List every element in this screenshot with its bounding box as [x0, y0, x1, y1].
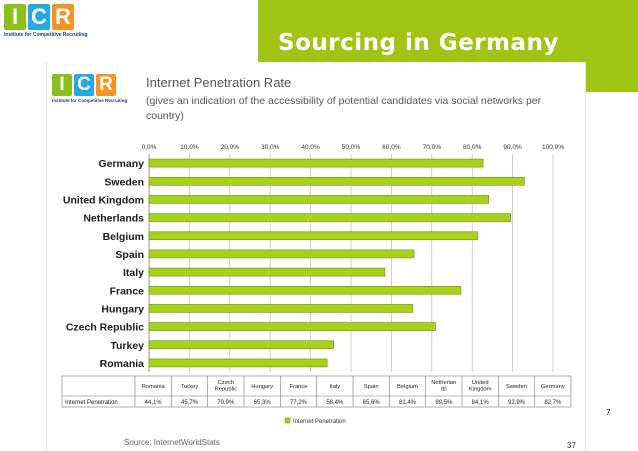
- bar: [148, 249, 415, 259]
- category-label: Romania: [100, 358, 145, 370]
- category-label: Netherlands: [83, 213, 144, 225]
- bar: [148, 322, 436, 331]
- table-cell: 82,7%: [544, 400, 562, 406]
- logo-letter-i: I: [52, 74, 72, 96]
- x-tick-label: 30,0%: [261, 144, 280, 151]
- table-column-header: Romania: [142, 384, 166, 390]
- x-tick-label: 90,0%: [503, 144, 522, 151]
- chart-title: Internet Penetration Rate: [146, 75, 292, 90]
- table-cell: 84,1%: [472, 400, 490, 406]
- bar: [148, 358, 328, 368]
- table-column-header: Spain: [364, 384, 379, 390]
- table-column-header: Belgium: [397, 384, 418, 390]
- category-label: Hungary: [101, 303, 144, 315]
- table-cell: 45,7%: [181, 400, 199, 406]
- table-cell: 65,3%: [254, 400, 272, 406]
- legend-swatch: [284, 417, 291, 424]
- table-cell: 44,1%: [145, 400, 163, 406]
- table-row-label: Internet Penetration: [65, 400, 118, 406]
- bar: [148, 304, 414, 313]
- category-label: Germany: [98, 158, 144, 170]
- category-label: Sweden: [104, 176, 144, 188]
- page-number: 37: [567, 441, 576, 450]
- x-tick-label: 20,0%: [221, 144, 240, 151]
- x-tick-label: 60,0%: [382, 144, 401, 151]
- category-label: France: [110, 285, 145, 297]
- bar: [148, 231, 479, 241]
- table-cell: 77,2%: [290, 400, 308, 406]
- logo-letter-r: R: [52, 4, 74, 30]
- category-label: Spain: [115, 249, 144, 261]
- source-note: Source: InternetWorldStats: [124, 438, 220, 447]
- legend-label: Internet Penetration: [293, 419, 346, 425]
- logo-letter-r: R: [96, 74, 116, 96]
- x-tick-label: 80,0%: [463, 144, 482, 151]
- category-label: Czech Republic: [66, 322, 144, 334]
- bar: [148, 158, 484, 168]
- bar: [148, 267, 386, 277]
- table-column-header: Italy: [330, 384, 341, 390]
- logo-letter-i: I: [4, 4, 26, 30]
- table-cell: 89,5%: [435, 400, 453, 406]
- bar: [148, 340, 334, 350]
- table-column-header: United Kingdom: [469, 380, 492, 393]
- bar: [148, 195, 490, 204]
- table-column-header: Hungary: [251, 384, 273, 390]
- table-cell: 70,9%: [217, 400, 235, 406]
- table-column-header: Germany: [541, 384, 565, 390]
- table-column-header: Czech Republic: [215, 380, 238, 393]
- x-tick-label: 10,0%: [180, 144, 199, 151]
- chart-subtitle: (gives an indication of the accessibilit…: [146, 95, 542, 122]
- logo-tagline: Institute for Competitive Recruiting: [4, 32, 88, 38]
- table-cell: 81,4%: [399, 400, 417, 406]
- table-column-header: Netherlan ds: [431, 380, 456, 393]
- table-cell: 92,9%: [508, 400, 526, 406]
- logo-letter-c: C: [74, 74, 94, 96]
- table-cell: 58,4%: [326, 400, 344, 406]
- slide-title: Sourcing in Germany: [278, 30, 559, 56]
- logo-letter-c: C: [28, 4, 50, 30]
- table-column-header: Turkey: [181, 384, 199, 390]
- bar: [148, 213, 511, 222]
- category-label: Belgium: [103, 231, 144, 243]
- bar: [148, 176, 525, 186]
- table-cell: 65,6%: [363, 400, 381, 406]
- category-label: United Kingdom: [63, 194, 144, 206]
- table-column-header: Sweden: [506, 384, 527, 390]
- x-tick-label: 40,0%: [301, 144, 320, 151]
- slide-number: 7: [606, 408, 611, 417]
- table-column-header: France: [289, 384, 307, 390]
- bar: [148, 285, 462, 295]
- x-tick-label: 50,0%: [342, 144, 361, 151]
- logo-tagline: Institute for Competitive Recruiting: [52, 98, 128, 103]
- x-tick-label: 70,0%: [423, 144, 442, 151]
- category-label: Turkey: [110, 340, 144, 352]
- x-tick-label: 0,0%: [142, 144, 157, 151]
- category-label: Italy: [123, 267, 144, 279]
- x-tick-label: 100,0%: [542, 144, 564, 151]
